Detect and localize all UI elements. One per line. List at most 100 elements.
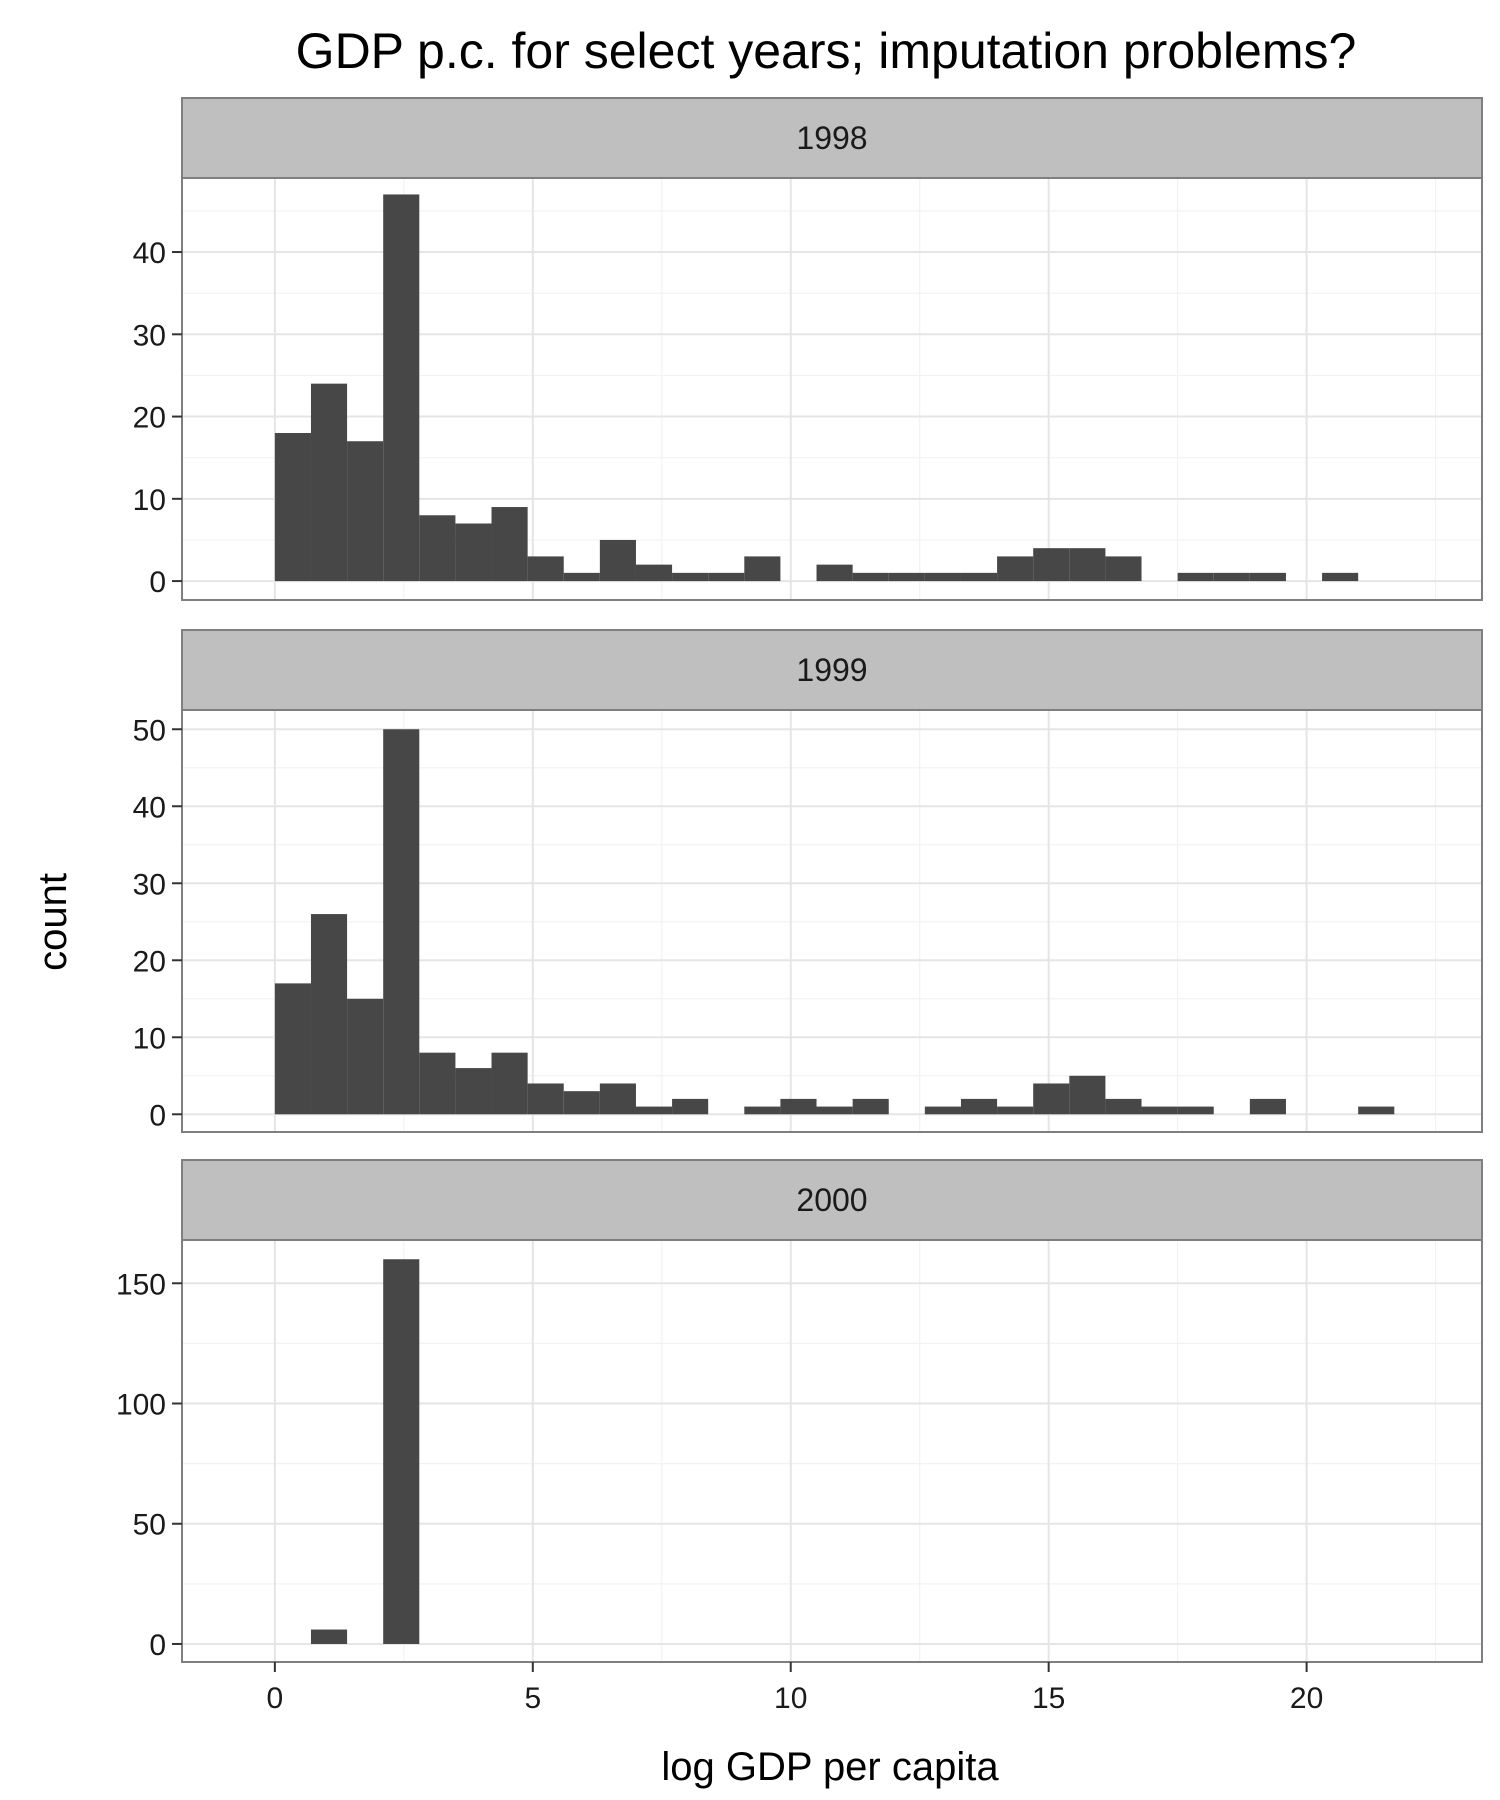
histogram-bar	[491, 507, 528, 582]
y-tick-label: 0	[149, 1629, 166, 1662]
histogram-bar	[1322, 572, 1359, 582]
histogram-bar	[816, 564, 853, 582]
histogram-bar	[527, 1083, 564, 1115]
histogram-bar	[274, 983, 311, 1115]
histogram-bar	[347, 998, 384, 1115]
histogram-bar	[1105, 1098, 1142, 1115]
histogram-bar	[672, 1098, 709, 1115]
chart-title: GDP p.c. for select years; imputation pr…	[296, 23, 1357, 79]
histogram-bar	[383, 1259, 420, 1644]
histogram-bar	[599, 1083, 636, 1115]
histogram-bar	[888, 572, 925, 582]
histogram-bar	[347, 441, 384, 582]
histogram-bar	[744, 556, 781, 582]
histogram-bar	[1213, 572, 1250, 582]
y-tick-label: 40	[133, 791, 166, 824]
y-tick-label: 30	[133, 319, 166, 352]
histogram-bar	[1069, 1075, 1106, 1115]
histogram-bar	[310, 383, 348, 582]
histogram-bar	[310, 914, 348, 1115]
y-tick-label: 30	[133, 868, 166, 901]
histogram-bar	[1033, 548, 1070, 582]
facet-panels: 1998 0 10 20 30 40 1999 0 10 20 30 40 50 2000 0 50 100 15…	[116, 97, 1483, 1663]
y-tick-label: 50	[133, 1509, 166, 1542]
histogram-bar	[274, 433, 311, 582]
histogram-bar	[1141, 1106, 1178, 1115]
histogram-bar	[527, 556, 564, 582]
histogram-bars	[310, 1259, 420, 1644]
histogram-bar	[816, 1106, 853, 1115]
histogram-bar	[1105, 556, 1142, 582]
histogram-bar	[708, 572, 745, 582]
histogram-bar	[1177, 572, 1214, 582]
facet-strip	[181, 1159, 1483, 1241]
histogram-bar	[960, 572, 998, 582]
x-tick-label: 5	[524, 1682, 541, 1715]
x-tick-label: 15	[1032, 1682, 1065, 1715]
panel-border	[181, 177, 1483, 601]
x-tick-label: 20	[1290, 1682, 1323, 1715]
facet-strip-label: 2000	[796, 1182, 867, 1218]
y-tick-label: 10	[133, 484, 166, 517]
histogram-bar	[1249, 572, 1286, 582]
histogram-bar	[997, 1106, 1034, 1115]
x-axis: 0 5 10 15 20	[267, 1662, 1323, 1715]
x-tick-label: 0	[267, 1682, 284, 1715]
histogram-bar	[635, 564, 673, 582]
histogram-bar	[635, 1106, 673, 1115]
facet-panel-2000: 2000 0 50 100 150	[116, 1159, 1483, 1663]
histogram-bar	[997, 556, 1034, 582]
histogram-bar	[1033, 1083, 1070, 1115]
histogram-bar	[744, 1106, 781, 1115]
x-tick-label: 10	[774, 1682, 807, 1715]
y-axis: 0 10 20 30 40	[133, 237, 182, 599]
histogram-bar	[852, 1098, 889, 1115]
histogram-bar	[455, 1068, 492, 1115]
y-axis-title: count	[31, 873, 75, 971]
histogram-bar	[1358, 1106, 1395, 1115]
facet-strip-label: 1998	[796, 120, 867, 156]
histogram-bar	[852, 572, 889, 582]
y-tick-label: 40	[133, 237, 166, 270]
y-tick-label: 20	[133, 402, 166, 435]
histogram-bar	[1177, 1106, 1214, 1115]
histogram-bar	[310, 1629, 348, 1644]
histogram-bar	[1249, 1098, 1286, 1115]
y-tick-label: 10	[133, 1022, 166, 1055]
facet-strip-label: 1999	[796, 652, 867, 688]
histogram-bar	[599, 539, 636, 582]
panel-border	[181, 1239, 1483, 1663]
y-tick-label: 50	[133, 714, 166, 747]
histogram-bar	[563, 1091, 600, 1115]
facet-panel-1999: 1999 0 10 20 30 40 50	[133, 629, 1483, 1133]
histogram-bar	[455, 523, 492, 582]
y-axis: 0 50 100 150	[116, 1268, 182, 1662]
histogram-bar	[960, 1098, 998, 1115]
facet-strip	[181, 97, 1483, 179]
histogram-bar	[419, 515, 456, 582]
x-axis-title: log GDP per capita	[661, 1745, 999, 1789]
y-tick-label: 150	[116, 1268, 166, 1301]
y-tick-label: 0	[149, 566, 166, 599]
y-tick-label: 20	[133, 945, 166, 978]
histogram-bars	[274, 729, 1395, 1115]
facet-strip	[181, 629, 1483, 711]
histogram-bar	[383, 194, 420, 582]
y-tick-label: 0	[149, 1099, 166, 1132]
facet-panel-1998: 1998 0 10 20 30 40	[133, 97, 1483, 601]
histogram-bar	[672, 572, 709, 582]
histogram-bar	[563, 572, 600, 582]
histogram-bar	[1069, 548, 1106, 582]
histogram-bars	[274, 194, 1359, 582]
histogram-bar	[419, 1052, 456, 1115]
histogram-bar	[383, 729, 420, 1115]
panel-border	[181, 709, 1483, 1133]
plot-background	[182, 1240, 1482, 1662]
y-tick-label: 100	[116, 1389, 166, 1422]
histogram-bar	[924, 572, 961, 582]
histogram-bar	[491, 1052, 528, 1115]
histogram-bar	[780, 1098, 817, 1115]
histogram-bar	[924, 1106, 961, 1115]
y-axis: 0 10 20 30 40 50	[133, 714, 182, 1132]
